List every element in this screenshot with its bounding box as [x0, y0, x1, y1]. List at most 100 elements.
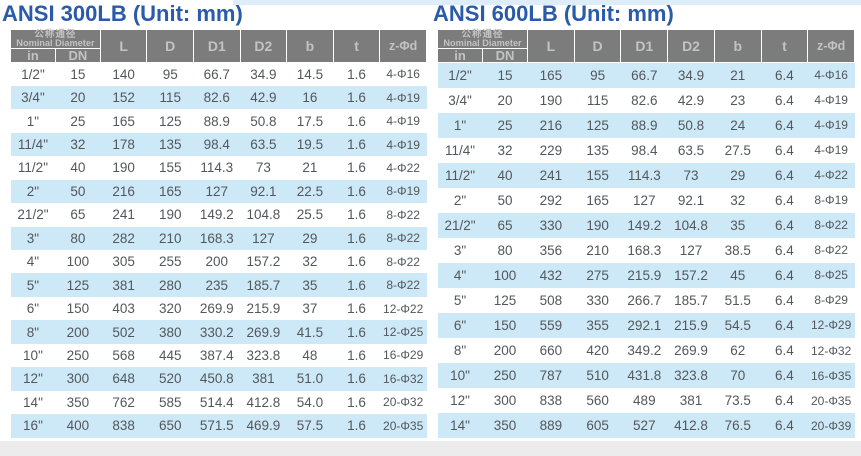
- cell: 292.1: [627, 317, 662, 333]
- cell: 838: [112, 418, 135, 434]
- cell: 157.2: [674, 267, 708, 283]
- cell: 15: [70, 66, 86, 82]
- cell: 150: [493, 317, 517, 333]
- cell: 16-Φ35: [811, 368, 852, 383]
- cell: 115: [159, 90, 181, 106]
- column-header-D1: D1: [620, 29, 669, 63]
- cell: 420: [586, 343, 609, 359]
- cell: 510: [586, 368, 609, 384]
- cell: 216: [112, 183, 135, 199]
- cell: 76.5: [724, 418, 751, 434]
- table-row: 6" 150 559 355 292.1 215.9 54.5 6.4 12-Φ29: [437, 312, 855, 339]
- cell: 54.5: [724, 317, 751, 333]
- cell: 54.0: [296, 394, 324, 410]
- cell: 215.9: [627, 267, 662, 283]
- cell: 1.6: [347, 183, 366, 199]
- cell: 20-Φ32: [383, 395, 424, 410]
- column-header-L: L: [99, 29, 148, 63]
- cell: 185.7: [674, 292, 708, 308]
- table-row: 10" 250 568 445 387.4 323.8 48 1.6 16-Φ29: [11, 344, 427, 367]
- table-header: 公称通径 Nominal Diameter L D D1 D2 b t z-Φd…: [436, 29, 855, 63]
- cell: 92.1: [250, 183, 277, 199]
- table-row: 16" 400 838 650 571.5 469.9 57.5 1.6 20-Φ35: [10, 414, 427, 438]
- nominal-diameter-header: 公称通径 Nominal Diameter: [10, 29, 101, 49]
- cell: 450.8: [199, 371, 234, 387]
- cell: 8": [453, 343, 467, 359]
- cell: 381: [679, 393, 703, 409]
- cell: 12-Φ22: [383, 301, 424, 316]
- cell: 1.6: [347, 207, 366, 223]
- cell: 514.4: [199, 394, 234, 410]
- cell: 400: [66, 418, 90, 434]
- cell: 1.6: [347, 324, 366, 340]
- cell: 20: [70, 90, 86, 106]
- cell: 73: [683, 167, 699, 183]
- cell: 21/2": [17, 207, 49, 223]
- cell: 4-Φ16: [814, 68, 848, 83]
- nominal-diameter-en-label: Nominal Diameter: [443, 38, 522, 49]
- cell: 155: [586, 167, 609, 183]
- cell: 4-Φ19: [386, 90, 420, 105]
- cell: 80: [497, 242, 513, 258]
- cell: 95: [590, 67, 606, 83]
- cell: 21: [302, 160, 318, 176]
- column-header-in: in: [10, 48, 56, 63]
- cell: 14.5: [296, 66, 324, 82]
- cell: 125: [66, 277, 90, 293]
- cell: 3/4": [21, 90, 45, 106]
- nominal-diameter-header: 公称通径 Nominal Diameter: [436, 29, 529, 49]
- cell: 1/2": [21, 66, 45, 82]
- cell: 92.1: [677, 192, 705, 208]
- column-header-dn: DN: [54, 48, 101, 63]
- cell: 114.3: [200, 160, 234, 176]
- cell: 4": [26, 254, 40, 270]
- cell: 14": [23, 394, 43, 410]
- table-row: 11/2" 40 241 155 114.3 73 29 6.4 4-Φ22: [437, 162, 855, 188]
- cell: 190: [112, 160, 135, 176]
- bottom-edge-strip: [0, 441, 861, 456]
- cell: 787: [539, 368, 563, 384]
- cell: 125: [493, 292, 517, 308]
- cell: 15: [497, 67, 513, 83]
- cell: 1.6: [347, 301, 366, 317]
- cell: 403: [112, 301, 135, 317]
- cell: 6.4: [775, 267, 794, 283]
- cell: 266.7: [627, 292, 662, 308]
- table-row: 8" 200 502 380 330.2 269.9 41.5 1.6 12-Φ25: [10, 320, 427, 344]
- cell: 50: [497, 192, 513, 208]
- table-row: 6" 150 403 320 269.9 215.9 37 1.6 12-Φ22: [11, 297, 427, 320]
- cell: 12-Φ25: [383, 325, 424, 340]
- cell: 12": [23, 371, 43, 387]
- cell: 178: [112, 137, 135, 153]
- cell: 98.4: [203, 137, 230, 153]
- column-header-t: t: [760, 29, 809, 63]
- table-row: 11/2" 40 190 155 114.3 73 21 1.6 4-Φ22: [11, 156, 427, 179]
- table-row: 1/2" 15 140 95 66.7 34.9 14.5 1.6 4-Φ16: [11, 63, 427, 86]
- cell: 2": [26, 183, 40, 199]
- cell: 8": [26, 324, 40, 340]
- cell: 152: [112, 90, 135, 106]
- cell: 4-Φ19: [814, 118, 848, 133]
- cell: 305: [112, 254, 135, 270]
- cell: 8-Φ25: [814, 268, 848, 283]
- cell: 6.4: [775, 343, 794, 359]
- cell: 412.8: [246, 394, 281, 410]
- column-header-b: b: [713, 29, 762, 63]
- cell: 88.9: [203, 113, 230, 129]
- flange-spec-table-300lb: 公称通径 Nominal Diameter L D D1 D2 b t z-Φd…: [10, 29, 427, 438]
- cell: 165: [586, 192, 609, 208]
- cell: 6.4: [775, 142, 794, 158]
- cell: 35: [730, 217, 746, 233]
- cell: 8-Φ22: [386, 254, 420, 269]
- cell: 14": [450, 418, 470, 434]
- cell: 6": [26, 301, 40, 317]
- top-edge-strip: [233, 0, 861, 5]
- cell: 22.5: [296, 183, 324, 199]
- cell: 571.5: [199, 418, 234, 434]
- nominal-diameter-cn-label: 公称通径: [461, 29, 504, 40]
- cell: 4-Φ19: [386, 137, 420, 152]
- table-header: 公称通径 Nominal Diameter L D D1 D2 b t z-Φd…: [10, 29, 427, 63]
- table-row: 8" 200 660 420 349.2 269.9 62 6.4 12-Φ32: [438, 338, 855, 363]
- table-row: 1" 25 165 125 88.9 50.8 17.5 1.6 4-Φ19: [11, 109, 427, 132]
- cell: 838: [539, 393, 563, 409]
